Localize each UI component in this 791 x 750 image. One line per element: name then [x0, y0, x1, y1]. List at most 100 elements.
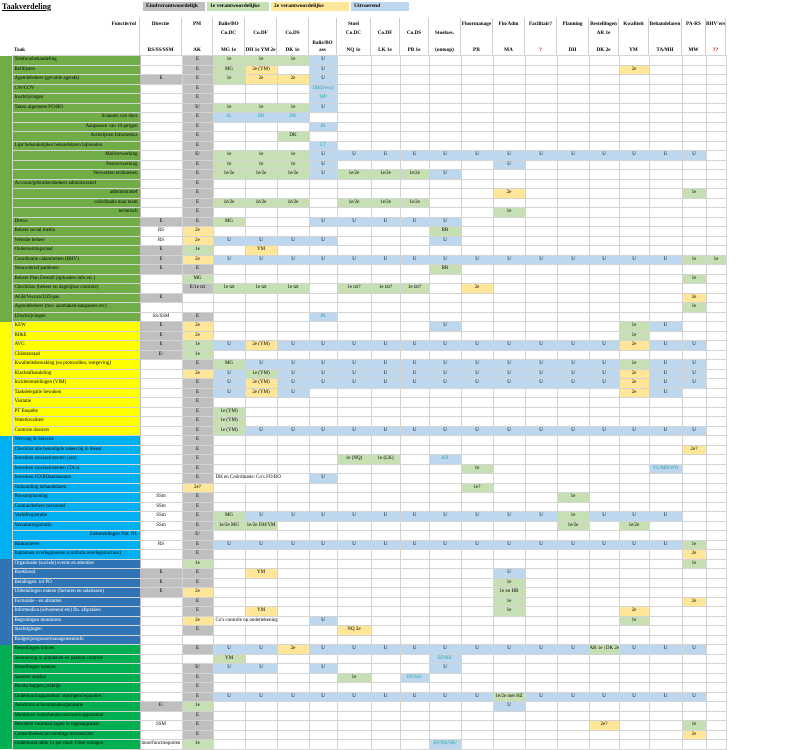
role-cell[interactable] — [308, 406, 338, 417]
role-cell[interactable] — [556, 577, 590, 588]
role-cell[interactable] — [370, 435, 401, 446]
role-cell[interactable] — [399, 207, 430, 218]
role-cell[interactable] — [524, 216, 558, 227]
role-cell[interactable] — [212, 264, 246, 275]
role-cell[interactable] — [276, 302, 310, 313]
role-cell[interactable] — [492, 226, 526, 237]
role-cell[interactable]: Co's controle op ondertekening — [212, 615, 310, 626]
role-cell[interactable]: U — [428, 150, 462, 161]
role-cell[interactable] — [681, 511, 707, 522]
role-cell[interactable]: U — [460, 150, 494, 161]
role-cell[interactable] — [588, 549, 620, 560]
role-cell[interactable] — [336, 558, 372, 569]
role-cell[interactable] — [212, 121, 246, 132]
role-cell[interactable] — [492, 178, 526, 189]
role-cell[interactable] — [399, 226, 430, 237]
role-cell[interactable] — [492, 549, 526, 560]
role-cell[interactable] — [139, 378, 183, 389]
role-cell[interactable] — [139, 273, 183, 284]
role-cell[interactable] — [399, 710, 430, 721]
role-cell[interactable] — [524, 273, 558, 284]
role-cell[interactable]: U — [460, 359, 494, 370]
role-cell[interactable]: U — [244, 235, 278, 246]
role-cell[interactable] — [139, 140, 183, 151]
column-header[interactable]: Fin/Adm MA — [493, 18, 525, 55]
role-cell[interactable]: 1e — [212, 74, 246, 85]
role-cell[interactable] — [244, 549, 278, 560]
role-cell[interactable] — [336, 207, 372, 218]
role-cell[interactable]: E — [181, 169, 214, 180]
role-cell[interactable] — [524, 112, 558, 123]
role-cell[interactable] — [618, 454, 650, 465]
role-cell[interactable] — [370, 226, 401, 237]
role-cell[interactable]: U — [336, 539, 372, 550]
role-cell[interactable] — [370, 74, 401, 85]
role-cell[interactable] — [524, 701, 558, 712]
role-cell[interactable] — [618, 55, 650, 66]
role-cell[interactable]: U — [588, 425, 620, 436]
role-cell[interactable] — [648, 121, 683, 132]
role-cell[interactable]: U — [618, 425, 650, 436]
role-cell[interactable] — [336, 720, 372, 731]
role-cell[interactable] — [139, 672, 183, 683]
role-cell[interactable]: U — [308, 55, 338, 66]
role-cell[interactable] — [336, 520, 372, 531]
role-cell[interactable]: U — [492, 425, 526, 436]
role-cell[interactable] — [370, 349, 401, 360]
role-cell[interactable] — [244, 330, 278, 341]
role-cell[interactable] — [618, 283, 650, 294]
role-cell[interactable]: U — [336, 150, 372, 161]
role-cell[interactable] — [588, 121, 620, 132]
role-cell[interactable] — [139, 83, 183, 94]
role-cell[interactable] — [460, 558, 494, 569]
role-cell[interactable]: E — [181, 131, 214, 142]
role-cell[interactable] — [681, 739, 707, 750]
role-cell[interactable] — [336, 159, 372, 170]
role-cell[interactable] — [336, 663, 372, 674]
role-cell[interactable] — [399, 387, 430, 398]
role-cell[interactable] — [524, 74, 558, 85]
role-cell[interactable] — [524, 64, 558, 75]
role-cell[interactable] — [370, 729, 401, 740]
role-cell[interactable] — [556, 55, 590, 66]
role-cell[interactable] — [524, 454, 558, 465]
role-cell[interactable]: U — [308, 169, 338, 180]
role-cell[interactable] — [588, 216, 620, 227]
role-cell[interactable] — [370, 207, 401, 218]
role-cell[interactable] — [705, 568, 727, 579]
role-cell[interactable] — [588, 264, 620, 275]
role-cell[interactable] — [492, 729, 526, 740]
role-cell[interactable] — [588, 739, 620, 750]
role-cell[interactable] — [308, 549, 338, 560]
role-cell[interactable] — [681, 207, 707, 218]
role-cell[interactable]: U — [618, 539, 650, 550]
role-cell[interactable] — [705, 653, 727, 664]
role-cell[interactable]: E — [181, 473, 214, 484]
role-cell[interactable] — [705, 444, 727, 455]
role-cell[interactable] — [524, 729, 558, 740]
role-cell[interactable] — [336, 302, 372, 313]
role-cell[interactable] — [618, 302, 650, 313]
role-cell[interactable] — [556, 169, 590, 180]
role-cell[interactable] — [336, 710, 372, 721]
role-cell[interactable] — [705, 530, 727, 541]
role-cell[interactable] — [244, 349, 278, 360]
role-cell[interactable] — [336, 473, 372, 484]
role-cell[interactable] — [492, 93, 526, 104]
role-cell[interactable] — [308, 416, 338, 427]
role-cell[interactable] — [618, 226, 650, 237]
role-cell[interactable]: 1e — [556, 511, 590, 522]
role-cell[interactable]: E — [181, 729, 214, 740]
role-cell[interactable] — [705, 292, 727, 303]
role-cell[interactable]: E — [181, 207, 214, 218]
role-cell[interactable] — [588, 311, 620, 322]
role-cell[interactable]: U — [336, 340, 372, 351]
role-cell[interactable] — [460, 311, 494, 322]
role-cell[interactable] — [556, 482, 590, 493]
role-cell[interactable]: U — [681, 425, 707, 436]
role-cell[interactable] — [648, 701, 683, 712]
role-cell[interactable] — [648, 235, 683, 246]
role-cell[interactable] — [370, 64, 401, 75]
role-cell[interactable] — [681, 454, 707, 465]
role-cell[interactable] — [618, 112, 650, 123]
